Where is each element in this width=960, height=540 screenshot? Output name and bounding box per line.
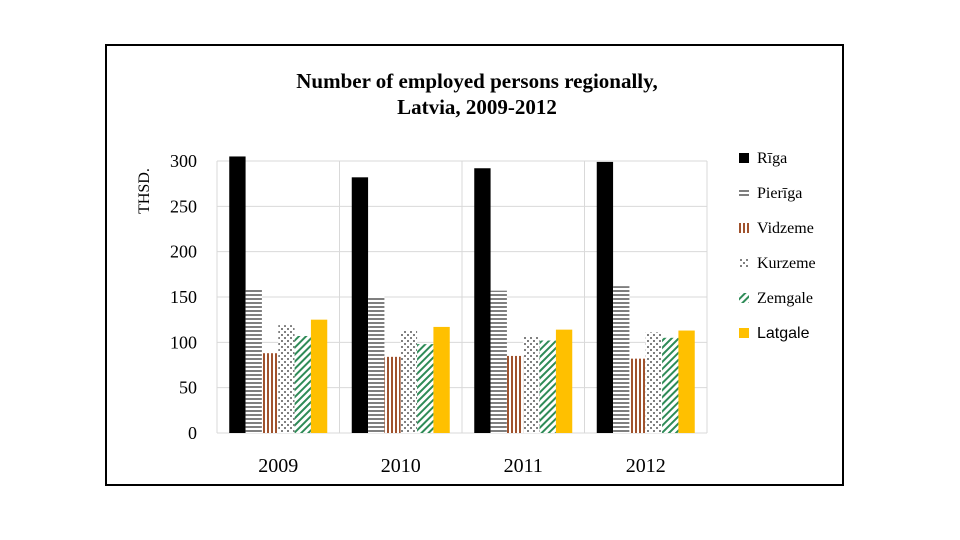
bar-latgale-2011 (555, 329, 573, 433)
y-axis-ticks: 0 50 100 150 200 250 300 (170, 151, 197, 443)
bar-rīga-2011 (474, 168, 491, 433)
legend-label-zemgale: Zemgale (757, 290, 813, 307)
y-tick-label: 250 (170, 196, 197, 216)
bar-latgale-2010 (433, 326, 450, 433)
y-tick-label: 100 (170, 332, 197, 352)
bar-zemgale-2010 (417, 344, 434, 433)
x-tick-label: 2011 (504, 455, 543, 477)
legend-label-vidzeme: Vidzeme (757, 220, 814, 237)
y-axis-label: THSD. (136, 168, 153, 214)
bar-zemgale-2009 (294, 335, 311, 433)
bar-vidzeme-2011 (506, 355, 524, 433)
legend-swatch-vidzeme (739, 223, 749, 233)
bar-latgale-2012 (678, 330, 695, 433)
bar-kurzeme-2010 (400, 330, 418, 433)
legend-swatch-pierīga (739, 188, 749, 198)
bar-vidzeme-2012 (629, 358, 646, 433)
bars (229, 156, 695, 433)
bar-latgale-2009 (310, 319, 328, 433)
bar-rīga-2010 (351, 177, 369, 433)
bar-vidzeme-2009 (261, 353, 279, 433)
x-axis-ticks: 2009 2010 2011 2012 (258, 455, 666, 477)
bar-pierīga-2009 (245, 289, 262, 433)
bar-zemgale-2011 (539, 340, 556, 433)
legend-swatch-rīga (739, 153, 749, 163)
bar-kurzeme-2009 (278, 325, 295, 433)
y-tick-label: 0 (188, 423, 197, 443)
chart-title-line-2: Latvia, 2009-2012 (397, 95, 557, 119)
legend-swatch-kurzeme (739, 258, 749, 268)
legend-label-kurzeme: Kurzeme (757, 255, 816, 272)
legend-swatch-zemgale (739, 293, 749, 303)
y-tick-label: 150 (170, 287, 197, 307)
bar-pierīga-2010 (368, 296, 385, 433)
bar-rīga-2012 (596, 161, 614, 433)
chart-title-line-1: Number of employed persons regionally, (296, 69, 657, 93)
bar-zemgale-2012 (662, 337, 679, 433)
bar-pierīga-2012 (613, 286, 630, 433)
x-tick-label: 2009 (258, 455, 298, 477)
x-tick-label: 2012 (626, 455, 666, 477)
bar-kurzeme-2012 (645, 332, 663, 433)
legend: Rīga Pierīga Vidzeme Kurzeme Zemgale Latgale (739, 150, 816, 342)
y-tick-label: 50 (179, 378, 197, 398)
y-tick-label: 200 (170, 242, 197, 262)
legend-label-rīga: Rīga (757, 150, 787, 167)
legend-label-latgale: Latgale (757, 325, 810, 342)
legend-label-pierīga: Pierīga (757, 185, 802, 202)
bar-vidzeme-2010 (384, 356, 401, 433)
legend-swatch-latgale (739, 328, 749, 338)
bar-pierīga-2011 (490, 290, 507, 433)
chart-svg: Number of employed persons regionally, L… (136, 69, 816, 477)
chart-frame: Number of employed persons regionally, L… (105, 44, 844, 486)
x-tick-label: 2010 (381, 455, 421, 477)
bar-rīga-2009 (229, 156, 246, 433)
y-tick-label: 300 (170, 151, 197, 171)
bar-kurzeme-2011 (523, 335, 540, 433)
